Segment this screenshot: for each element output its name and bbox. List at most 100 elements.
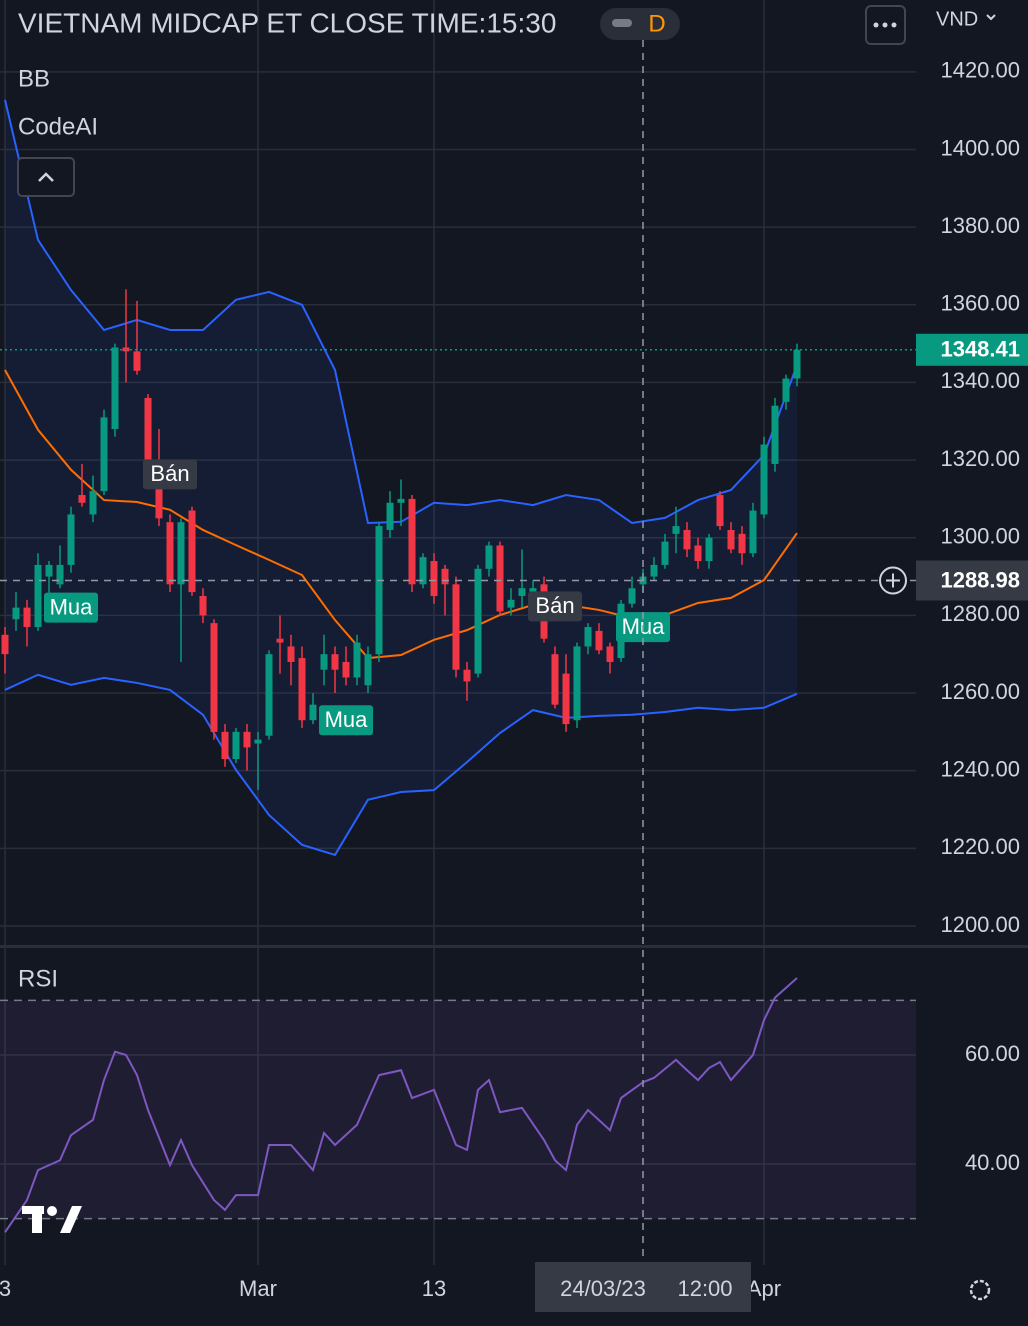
crosshair-date: 24/03/23 xyxy=(560,1276,646,1301)
candle-body xyxy=(595,630,603,651)
y-tick-label: 1380.00 xyxy=(940,213,1020,238)
candle-body xyxy=(144,397,152,461)
candle-body xyxy=(408,498,416,585)
status-pill xyxy=(612,19,632,27)
indicator-label[interactable]: BB xyxy=(18,65,50,92)
candle-body xyxy=(628,588,636,604)
candle-body xyxy=(177,522,185,585)
candle-body xyxy=(375,526,383,655)
interval: D xyxy=(648,10,665,37)
candle-body xyxy=(793,349,801,379)
candle-body xyxy=(441,568,449,585)
crosshair-time: 12:00 xyxy=(677,1276,732,1301)
y-tick-label: 1300.00 xyxy=(940,524,1020,549)
y-tick-label: 1220.00 xyxy=(940,834,1020,859)
candle-body xyxy=(100,417,108,492)
y-tick-label: 1360.00 xyxy=(940,291,1020,316)
candle-body xyxy=(529,588,537,593)
candle-body xyxy=(573,646,581,721)
candle-body xyxy=(474,568,482,674)
interval-badge[interactable] xyxy=(600,8,680,40)
candle-body xyxy=(56,564,64,585)
add-icon xyxy=(886,573,900,588)
y-tick-label: 1260.00 xyxy=(940,679,1020,704)
candle-body xyxy=(23,607,31,628)
candle-body xyxy=(518,588,526,596)
candle-body xyxy=(496,545,504,612)
candle-body xyxy=(309,704,317,721)
candle-body xyxy=(67,514,75,565)
candle-body xyxy=(188,510,196,593)
candle-body xyxy=(12,607,20,620)
candle-body xyxy=(254,739,262,744)
y-tick-label: 1320.00 xyxy=(940,446,1020,471)
candle-body xyxy=(694,545,702,562)
candle-body xyxy=(771,405,779,464)
signal-text: Bán xyxy=(150,461,189,486)
currency[interactable]: VND xyxy=(936,8,978,30)
candle-body xyxy=(78,495,86,503)
candle-body xyxy=(1,634,9,655)
candle-body xyxy=(463,669,471,682)
last-price-tag xyxy=(916,333,1028,366)
x-tick-label: 3 xyxy=(0,1276,11,1301)
candle-body xyxy=(430,561,438,596)
crosshair-date-tag xyxy=(535,1262,751,1312)
candle-body xyxy=(232,731,240,760)
candle-body xyxy=(584,627,592,647)
candle-body xyxy=(221,731,229,760)
candle-body xyxy=(89,491,97,515)
candle-body xyxy=(133,351,141,371)
candle-body xyxy=(111,347,119,430)
signal-label xyxy=(528,591,582,622)
candle-body xyxy=(738,533,746,554)
candle-body xyxy=(386,502,394,530)
candle-body xyxy=(353,642,361,678)
candle-body xyxy=(452,584,460,670)
dot xyxy=(873,22,879,28)
candle-body xyxy=(782,378,790,402)
y-tick-label: 1200.00 xyxy=(940,912,1020,937)
candle-body xyxy=(265,654,273,736)
collapse-icon xyxy=(38,172,54,182)
candle-body xyxy=(760,444,768,515)
candle-body xyxy=(727,529,735,550)
candle-body xyxy=(672,526,680,534)
candle-body xyxy=(562,673,570,725)
y-tick-label: 1400.00 xyxy=(940,135,1020,160)
settings-icon[interactable] xyxy=(969,1279,991,1301)
chart-title: VIETNAM MIDCAP ET CLOSE TIME:15:30 xyxy=(18,7,556,38)
candle-body xyxy=(276,638,284,643)
candle-body xyxy=(749,510,757,554)
more-button[interactable] xyxy=(865,5,906,45)
y-tick-label: 1420.00 xyxy=(940,58,1020,83)
collapse-button[interactable] xyxy=(17,157,75,197)
x-tick-label: Mar xyxy=(239,1276,277,1301)
candle-body xyxy=(342,661,350,678)
candle-body xyxy=(320,654,328,670)
candle-body xyxy=(606,646,614,662)
plot-layer xyxy=(0,0,1028,1265)
candle-body xyxy=(507,599,515,608)
overlay-layer: 1200.00 1220.00 1240.00 1260.00 1280.00 1300.… xyxy=(0,40,1028,1312)
candle-body xyxy=(551,654,559,705)
candle-body xyxy=(716,495,724,527)
signal-label xyxy=(44,592,98,623)
pane-title: RSI xyxy=(18,965,58,992)
band-fill xyxy=(5,99,797,855)
signal-text: Bán xyxy=(535,593,574,618)
logo-part xyxy=(60,1206,82,1233)
indicator-label[interactable]: CodeAI xyxy=(18,113,98,140)
x-tick-label: Apr xyxy=(747,1276,781,1301)
candle-body xyxy=(419,557,427,585)
candle-body xyxy=(331,654,339,670)
y-tick-label: 60.00 xyxy=(965,1041,1020,1066)
logo-part xyxy=(32,1206,42,1233)
signal-label xyxy=(143,459,197,490)
candle-body xyxy=(45,564,53,577)
x-tick-label: 13 xyxy=(422,1276,446,1301)
candle-body xyxy=(485,545,493,569)
candle-body xyxy=(287,646,295,662)
y-tick-label: 1240.00 xyxy=(940,756,1020,781)
